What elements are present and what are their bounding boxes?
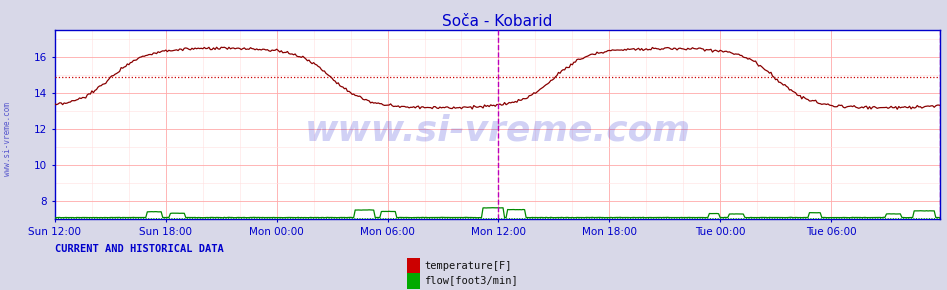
- Text: temperature[F]: temperature[F]: [424, 261, 511, 271]
- Title: Soča - Kobarid: Soča - Kobarid: [442, 14, 553, 29]
- Text: flow[foot3/min]: flow[foot3/min]: [424, 276, 518, 285]
- Text: www.si-vreme.com: www.si-vreme.com: [305, 113, 690, 147]
- Text: CURRENT AND HISTORICAL DATA: CURRENT AND HISTORICAL DATA: [55, 244, 223, 254]
- Text: www.si-vreme.com: www.si-vreme.com: [3, 102, 12, 176]
